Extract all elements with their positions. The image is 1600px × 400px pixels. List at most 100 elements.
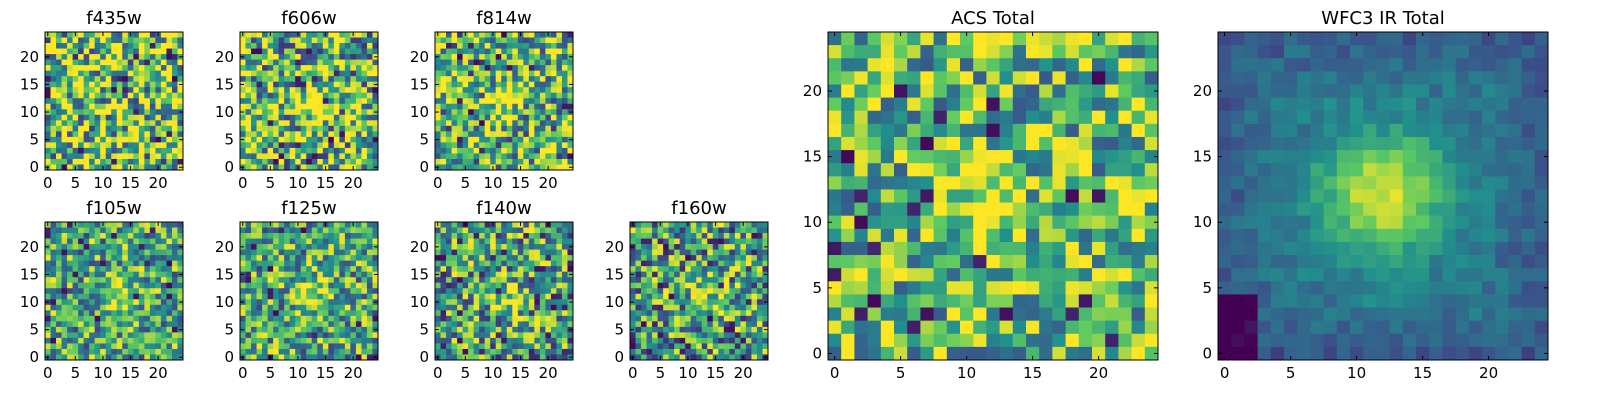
heatmap-cell xyxy=(361,65,368,72)
heatmap-cell xyxy=(50,109,57,116)
heatmap-cell xyxy=(344,43,351,49)
heatmap-cell xyxy=(67,315,73,322)
heatmap-cell xyxy=(1105,97,1119,112)
heatmap-cell xyxy=(267,337,274,344)
heatmap-cell xyxy=(78,131,85,138)
heatmap-cell xyxy=(523,288,530,295)
heatmap-cell xyxy=(920,150,934,164)
heatmap-cell xyxy=(328,164,335,171)
heatmap-cell xyxy=(479,98,486,105)
heatmap-cell xyxy=(267,282,274,289)
heatmap-cell xyxy=(451,222,458,228)
heatmap-cell xyxy=(473,222,480,228)
heatmap-cell xyxy=(78,310,85,317)
heatmap-cell xyxy=(451,109,458,116)
heatmap-cell xyxy=(894,71,908,85)
heatmap-cell xyxy=(289,114,296,121)
heatmap-cell xyxy=(756,315,763,322)
heatmap-cell xyxy=(273,310,280,317)
heatmap-cell xyxy=(311,238,318,245)
heatmap-cell xyxy=(473,354,480,361)
heatmap-cell xyxy=(251,136,257,143)
heatmap-cell xyxy=(127,70,134,77)
heatmap-cell xyxy=(841,97,855,112)
heatmap-cell xyxy=(880,176,895,190)
heatmap-cell xyxy=(630,337,636,344)
heatmap-cell xyxy=(284,271,291,278)
heatmap-cell xyxy=(245,354,252,361)
heatmap-cell xyxy=(133,125,140,132)
heatmap-cell xyxy=(300,343,307,350)
heatmap-cell xyxy=(723,282,730,289)
heatmap-cell xyxy=(350,260,357,267)
heatmap-cell xyxy=(946,84,961,98)
heatmap-cell xyxy=(262,343,268,350)
heatmap-cell xyxy=(267,65,274,72)
heatmap-cell xyxy=(355,109,362,116)
heatmap-cell xyxy=(372,48,379,55)
heatmap-cell xyxy=(149,343,156,350)
heatmap-cell xyxy=(78,114,85,121)
heatmap-cell xyxy=(116,304,123,311)
heatmap-cell xyxy=(306,321,313,328)
heatmap-cell xyxy=(512,293,519,300)
heatmap-cell xyxy=(1105,202,1119,217)
heatmap-cell xyxy=(440,337,447,344)
heatmap-cell xyxy=(539,222,546,228)
heatmap-cell xyxy=(344,282,351,289)
heatmap-cell xyxy=(517,43,524,49)
heatmap-cell xyxy=(94,238,101,245)
heatmap-cell xyxy=(545,98,552,105)
heatmap-cell xyxy=(550,125,557,132)
heatmap-cell xyxy=(762,282,769,289)
heatmap-cell xyxy=(756,321,763,328)
heatmap-cell xyxy=(89,164,96,171)
heatmap-cell xyxy=(245,81,252,88)
heatmap-cell xyxy=(116,153,123,160)
heatmap-cell xyxy=(545,131,552,138)
heatmap-cell xyxy=(245,147,252,154)
heatmap-cell xyxy=(366,114,373,121)
heatmap-cell xyxy=(528,310,535,317)
heatmap-cell xyxy=(986,189,1000,203)
heatmap-cell xyxy=(350,114,357,121)
heatmap-cell xyxy=(729,354,736,361)
heatmap-cell xyxy=(339,103,346,110)
heatmap-cell xyxy=(457,81,463,88)
heatmap-cell xyxy=(100,114,107,121)
heatmap-cell xyxy=(490,332,497,339)
heatmap-cell xyxy=(133,310,140,317)
heatmap-cell xyxy=(462,37,469,44)
heatmap-cell xyxy=(256,249,263,256)
heatmap-cell xyxy=(567,158,574,165)
heatmap-cell xyxy=(83,70,90,77)
heatmap-cell xyxy=(867,32,882,46)
heatmap-cell xyxy=(372,332,379,339)
heatmap-cell xyxy=(517,337,524,344)
heatmap-cell xyxy=(339,136,346,143)
heatmap-cell xyxy=(256,277,263,284)
heatmap-cell xyxy=(550,59,557,66)
heatmap-cell xyxy=(256,92,263,99)
heatmap-cell xyxy=(523,158,530,165)
heatmap-cell xyxy=(240,48,246,55)
heatmap-cell xyxy=(89,244,96,250)
heatmap-cell xyxy=(506,332,513,339)
heatmap-cell xyxy=(690,326,697,333)
heatmap-cell xyxy=(462,147,469,154)
heatmap-cell xyxy=(946,215,961,230)
heatmap-cell xyxy=(177,277,184,284)
heatmap-cell xyxy=(674,343,681,350)
heatmap-cell xyxy=(273,136,280,143)
heatmap-cell xyxy=(245,54,252,60)
heatmap-cell xyxy=(50,98,57,105)
heatmap-cell xyxy=(306,70,313,77)
heatmap-cell xyxy=(528,222,535,228)
heatmap-cell xyxy=(300,293,307,300)
heatmap-cell xyxy=(284,299,291,306)
heatmap-cell xyxy=(149,222,156,228)
heatmap-cell xyxy=(907,215,921,230)
heatmap-cell xyxy=(317,109,324,116)
heatmap-cell xyxy=(100,249,107,256)
